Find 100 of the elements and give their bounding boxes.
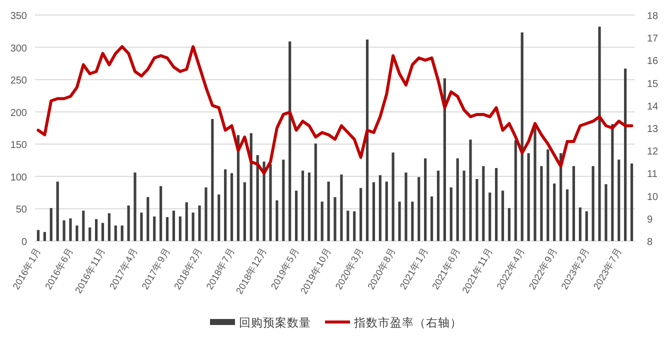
bar <box>62 220 66 241</box>
y-tick-label: 300 <box>10 43 28 54</box>
bar <box>327 182 330 241</box>
bar <box>604 184 608 241</box>
y-tick-label: 350 <box>10 11 28 22</box>
bar <box>69 218 72 241</box>
bar <box>482 166 485 241</box>
line-series <box>36 45 634 175</box>
y2-tick-label: 18 <box>647 11 659 22</box>
bar <box>436 170 440 241</box>
bar <box>178 216 182 241</box>
bar <box>211 118 214 241</box>
bar <box>488 192 492 241</box>
bar <box>508 208 510 241</box>
bar <box>101 222 104 241</box>
bar <box>243 182 246 241</box>
bar <box>76 226 78 241</box>
bar <box>404 172 408 241</box>
y2-tick-label: 8 <box>647 237 653 248</box>
bar <box>578 207 582 241</box>
y-tick-label: 150 <box>10 140 28 152</box>
bar <box>494 168 498 241</box>
bar <box>443 78 446 241</box>
bar <box>372 182 376 241</box>
bar <box>82 210 85 241</box>
bar <box>43 232 46 241</box>
bar <box>153 216 156 241</box>
bar <box>320 202 324 241</box>
y2-tick-label: 11 <box>647 169 658 180</box>
bar <box>334 197 336 241</box>
bar <box>572 166 576 241</box>
bar <box>450 187 452 241</box>
bar <box>134 172 136 241</box>
bar <box>346 210 350 241</box>
bar <box>120 226 124 241</box>
y-tick-label: 50 <box>16 204 28 216</box>
y-tick-label: 0 <box>21 237 28 248</box>
bar <box>269 164 272 241</box>
y-tick-label: 250 <box>10 76 28 87</box>
bar <box>294 190 298 241</box>
bar <box>469 140 472 241</box>
bar <box>185 202 188 241</box>
bar <box>378 175 382 241</box>
legend-label: 指数市盈率（右轴） <box>353 316 462 330</box>
bar <box>462 170 466 241</box>
bar <box>424 158 427 241</box>
bar <box>192 212 194 241</box>
bar <box>204 187 208 241</box>
bar <box>166 217 169 241</box>
bar <box>56 182 59 241</box>
y2-tick-label: 16 <box>647 56 659 68</box>
bar <box>430 196 434 241</box>
y2-tick-label: 10 <box>647 192 659 203</box>
bar <box>224 169 227 241</box>
bar <box>553 184 556 241</box>
bar <box>366 40 369 241</box>
bar <box>501 190 504 241</box>
bar <box>94 219 98 241</box>
bar <box>218 194 220 241</box>
bar <box>276 200 278 241</box>
bar <box>624 68 627 241</box>
bar <box>108 213 110 241</box>
bar <box>114 226 117 241</box>
legend-label: 回购预案数量 <box>239 316 311 330</box>
y-tick-label: 100 <box>10 172 28 184</box>
bar <box>546 149 550 241</box>
bar <box>520 32 524 241</box>
bar <box>353 211 356 241</box>
bar <box>340 174 343 241</box>
y2-tick-label: 12 <box>647 146 659 158</box>
bar <box>611 124 614 241</box>
bar <box>301 170 304 241</box>
bar <box>198 205 201 241</box>
bar <box>411 202 414 241</box>
y-tick-label: 200 <box>10 108 28 119</box>
bar <box>36 230 40 241</box>
y2-tick-label: 14 <box>647 101 659 112</box>
bar <box>360 188 362 241</box>
bar <box>527 153 530 241</box>
bar <box>250 133 252 241</box>
bar <box>50 208 52 241</box>
bar <box>172 210 176 241</box>
y2-tick-label: 9 <box>647 214 653 226</box>
bar <box>598 26 601 241</box>
bar <box>618 160 620 241</box>
y2-tick-label: 17 <box>647 34 659 45</box>
bar <box>262 162 266 241</box>
bar <box>88 227 92 241</box>
bar <box>566 189 569 241</box>
bar <box>392 152 394 241</box>
bar <box>385 182 388 241</box>
y2-tick-label: 13 <box>647 124 659 135</box>
bar <box>398 202 401 241</box>
y2-tick-label: 15 <box>647 78 659 90</box>
bar <box>585 211 588 241</box>
bar <box>288 41 292 241</box>
bar <box>230 173 234 241</box>
bar <box>476 179 478 241</box>
bar <box>308 172 310 241</box>
bar <box>514 140 517 241</box>
